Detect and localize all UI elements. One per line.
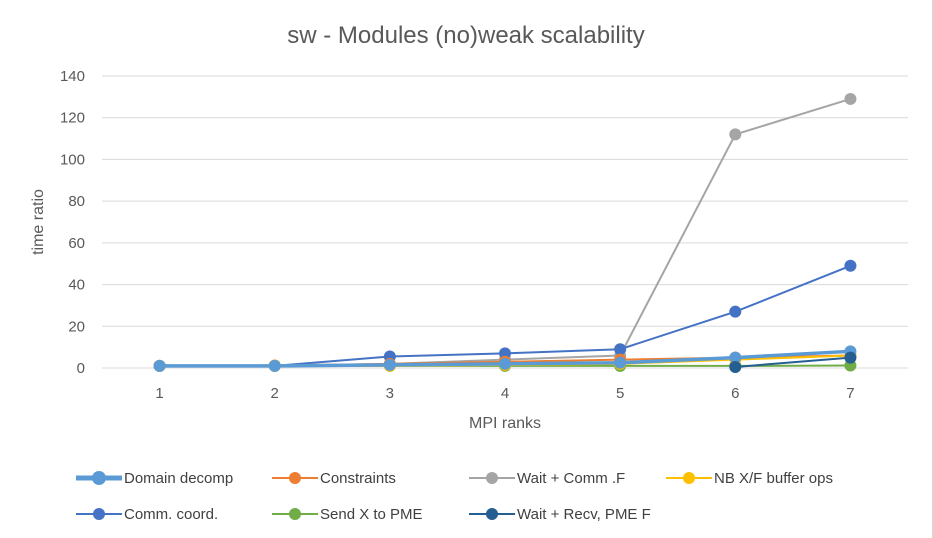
y-tick-label: 0 xyxy=(77,360,85,377)
series-line xyxy=(735,356,851,368)
series-wait-comm-f xyxy=(153,92,857,372)
legend-swatch-marker xyxy=(289,472,301,484)
x-tick-label: 7 xyxy=(846,385,854,402)
data-point xyxy=(499,347,511,360)
data-point xyxy=(614,356,627,369)
legend-item: Wait + Comm .F xyxy=(469,470,625,487)
gridlines xyxy=(102,75,908,369)
x-tick-label: 3 xyxy=(386,385,394,402)
chart-title: sw - Modules (no)weak scalability xyxy=(287,22,644,49)
legend-label: Comm. coord. xyxy=(124,506,218,523)
data-point xyxy=(383,358,396,371)
legend-swatch-marker xyxy=(289,508,301,520)
legend-item: Wait + Recv, PME F xyxy=(469,506,651,523)
x-tick-label: 2 xyxy=(271,385,279,402)
y-tick-label: 80 xyxy=(68,193,85,210)
y-tick-label: 20 xyxy=(68,318,85,335)
y-tick-label: 120 xyxy=(60,110,85,127)
data-point xyxy=(844,351,857,364)
data-point xyxy=(729,360,742,373)
legend-swatch-marker xyxy=(486,508,498,520)
data-point xyxy=(729,305,742,318)
legend: Domain decomp Constraints Wait + Comm .F NB… xyxy=(76,470,833,523)
legend-swatch-marker xyxy=(683,472,695,484)
y-tick-label: 60 xyxy=(68,235,85,252)
x-tick-label: 5 xyxy=(616,385,624,402)
legend-label: NB X/F buffer ops xyxy=(714,470,833,487)
legend-label: Wait + Recv, PME F xyxy=(517,506,651,523)
data-point xyxy=(614,343,627,356)
x-tick-label: 1 xyxy=(155,385,163,402)
series-layer xyxy=(153,92,857,373)
series-domain-decomp xyxy=(153,345,857,372)
legend-swatch-marker xyxy=(93,508,105,520)
y-tick-labels: 0 20 40 60 80 100 120 140 xyxy=(60,68,85,377)
data-point xyxy=(153,359,166,372)
legend-swatch-marker xyxy=(486,472,498,484)
x-axis-label: MPI ranks xyxy=(469,415,541,432)
x-tick-labels: 1 2 3 4 5 6 7 xyxy=(155,385,854,402)
legend-label: Domain decomp xyxy=(124,470,233,487)
data-point xyxy=(844,92,857,105)
data-point xyxy=(268,359,281,372)
data-point xyxy=(729,128,742,141)
legend-item: Domain decomp xyxy=(76,470,233,487)
legend-item: Comm. coord. xyxy=(76,506,218,523)
data-point xyxy=(844,259,857,272)
y-tick-label: 40 xyxy=(68,277,85,294)
legend-item: Send X to PME xyxy=(272,506,423,523)
legend-item: NB X/F buffer ops xyxy=(666,470,833,487)
data-point xyxy=(729,351,742,364)
x-tick-label: 4 xyxy=(501,385,509,402)
legend-label: Send X to PME xyxy=(320,506,423,523)
legend-item: Constraints xyxy=(272,470,396,487)
series-wait-recv-pme-f xyxy=(729,351,857,373)
y-tick-label: 100 xyxy=(60,151,85,168)
y-axis-label: time ratio xyxy=(30,189,47,255)
legend-swatch-marker xyxy=(92,471,106,485)
x-tick-label: 6 xyxy=(731,385,739,402)
y-tick-label: 140 xyxy=(60,68,85,85)
legend-label: Wait + Comm .F xyxy=(517,470,625,487)
legend-label: Constraints xyxy=(320,470,396,487)
data-point xyxy=(499,357,511,370)
